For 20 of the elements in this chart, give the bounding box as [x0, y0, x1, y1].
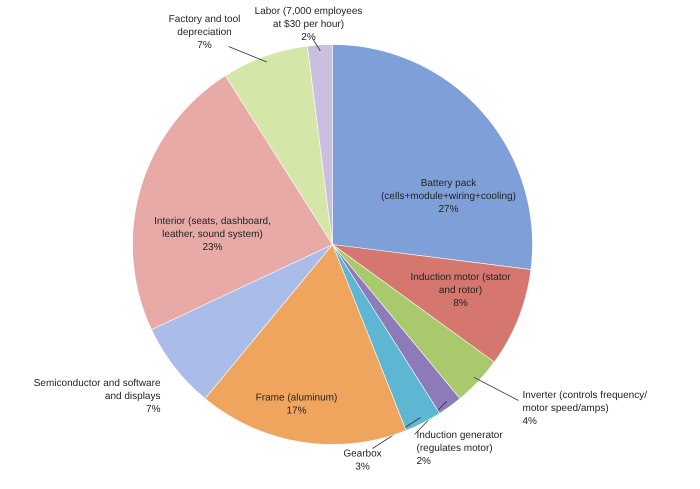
slice-label: Semiconductor and software and displays [34, 378, 161, 402]
slice-label: Factory and tool depreciation [168, 14, 240, 38]
slice-label: Interior (seats, dashboard, leather, sound system) [154, 216, 271, 240]
slice-label: Frame (aluminum) [256, 392, 338, 404]
slice-label: Labor (7,000 employees at $30 per hour) [254, 6, 362, 30]
data-label: 7% [146, 404, 161, 416]
slice-label: Inverter (controls frequency/ motor speed/amps) [522, 390, 648, 414]
data-label: 2% [416, 456, 432, 468]
data-label: 4% [522, 416, 538, 428]
slice-label: Induction generator (regulates motor) [416, 430, 504, 454]
slice-label: Battery pack (cells+module+wiring+cooling) [381, 178, 516, 202]
data-label: 3% [355, 462, 370, 473]
data-label: 8% [453, 298, 468, 310]
slice-label: Induction motor (stator and rotor) [410, 272, 512, 296]
data-label: 27% [438, 204, 459, 216]
slice-label: Gearbox [343, 448, 382, 460]
data-label: 2% [301, 32, 316, 44]
data-label: 17% [286, 406, 307, 417]
data-label: 7% [197, 40, 212, 52]
data-label: 23% [202, 242, 223, 254]
